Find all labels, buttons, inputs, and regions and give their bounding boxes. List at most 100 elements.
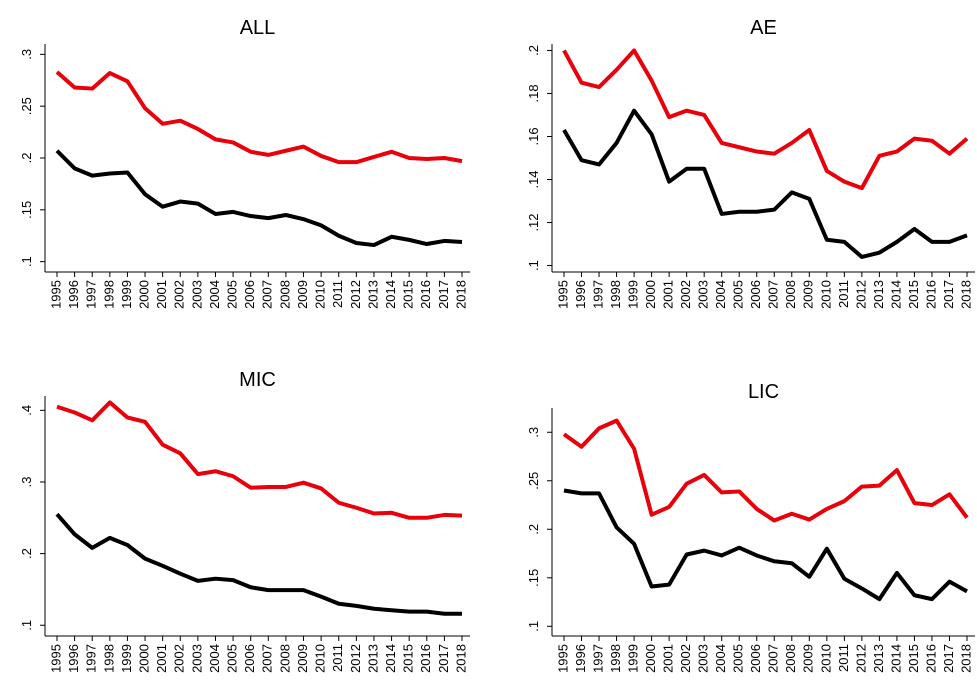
x-tick-label: 2007	[766, 644, 781, 673]
x-tick-label: 2012	[348, 644, 363, 673]
x-tick-label: 2013	[871, 280, 886, 309]
x-tick-label: 2008	[277, 644, 292, 673]
x-tick-label: 2005	[731, 280, 746, 309]
y-tick-label: .25	[19, 97, 34, 115]
x-tick-label: 1998	[608, 644, 623, 673]
x-tick-label: 2014	[888, 644, 903, 673]
panel-title: ALL	[240, 17, 276, 39]
x-tick-label: 2016	[418, 280, 433, 309]
x-tick-label: 2008	[783, 280, 798, 309]
x-tick-label: 2001	[661, 644, 676, 673]
y-tick-label: .1	[19, 256, 34, 267]
y-tick-label: .18	[526, 84, 541, 102]
x-tick-label: 1995	[48, 280, 63, 309]
panel-title: AE	[750, 17, 777, 39]
x-tick-label: 2006	[748, 644, 763, 673]
x-tick-label: 2006	[242, 280, 257, 309]
x-tick-label: 2011	[836, 644, 851, 672]
x-tick-label: 2004	[713, 280, 728, 309]
x-tick-label: 2013	[365, 644, 380, 673]
series-line	[55, 512, 462, 616]
y-tick-label: .2	[526, 45, 541, 56]
x-tick-label: 2009	[295, 280, 310, 309]
x-tick-label: 1995	[555, 280, 570, 309]
x-tick-label: 2009	[801, 280, 816, 309]
y-tick-label: .1	[526, 621, 541, 632]
y-tick-label: .3	[19, 49, 34, 60]
x-tick-label: 1997	[590, 280, 605, 309]
x-tick-label: 2010	[313, 644, 328, 673]
y-tick-label: .2	[526, 524, 541, 535]
x-tick-label: 2015	[906, 644, 921, 673]
x-tick-label: 1998	[101, 644, 116, 673]
x-tick-label: 2014	[888, 280, 903, 309]
x-tick-label: 2013	[365, 280, 380, 309]
x-tick-label: 2004	[207, 280, 222, 309]
x-tick-label: 1995	[48, 644, 63, 673]
series-line	[55, 149, 463, 248]
series-line	[562, 418, 969, 523]
x-tick-label: 2012	[853, 644, 868, 673]
x-tick-label: 1996	[573, 280, 588, 309]
y-tick-label: .25	[526, 472, 541, 490]
x-tick-label: 2018	[958, 644, 973, 673]
series-line	[562, 48, 969, 191]
x-tick-label: 2010	[818, 280, 833, 309]
x-tick-label: 1998	[608, 280, 623, 309]
x-tick-label: 2001	[154, 644, 169, 673]
x-tick-label: 1999	[626, 644, 641, 673]
x-tick-label: 2005	[225, 280, 240, 309]
x-tick-label: 2018	[958, 280, 973, 309]
x-tick-label: 2017	[941, 280, 956, 309]
x-tick-label: 2000	[643, 280, 658, 309]
x-tick-label: 2002	[678, 280, 693, 309]
series-line	[563, 488, 968, 602]
x-tick-label: 2017	[941, 644, 956, 673]
x-tick-label: 1999	[626, 280, 641, 309]
y-tick-label: .3	[526, 427, 541, 438]
y-tick-label: .15	[526, 569, 541, 587]
x-tick-label: 1998	[101, 280, 116, 309]
x-tick-label: 2016	[418, 644, 433, 673]
x-tick-label: 2015	[401, 280, 416, 309]
x-tick-label: 2009	[295, 644, 310, 673]
x-tick-label: 2011	[330, 644, 345, 672]
x-tick-label: 1996	[573, 644, 588, 673]
x-tick-label: 2003	[189, 644, 204, 673]
x-tick-label: 1997	[590, 644, 605, 673]
y-tick-label: .16	[526, 127, 541, 145]
y-tick-label: .2	[19, 548, 34, 559]
x-tick-label: 2006	[748, 280, 763, 309]
x-tick-label: 1996	[66, 280, 81, 309]
x-tick-label: 2003	[189, 280, 204, 309]
x-tick-label: 2008	[783, 644, 798, 673]
x-tick-label: 2014	[383, 644, 398, 673]
x-tick-label: 2003	[696, 280, 711, 309]
x-tick-label: 2011	[330, 280, 345, 308]
x-tick-label: 2007	[766, 280, 781, 309]
panel-title: LIC	[748, 381, 779, 403]
x-tick-label: 2013	[871, 644, 886, 673]
x-tick-label: 2001	[154, 280, 169, 309]
x-tick-label: 2004	[207, 644, 222, 673]
x-tick-label: 2015	[401, 644, 416, 673]
x-tick-label: 2010	[818, 644, 833, 673]
y-tick-label: .1	[526, 260, 541, 271]
x-tick-label: 2004	[713, 644, 728, 673]
series-line	[562, 108, 968, 259]
x-tick-label: 1999	[119, 280, 134, 309]
x-tick-label: 2012	[348, 280, 363, 309]
x-tick-label: 2007	[260, 644, 275, 673]
x-tick-label: 1996	[66, 644, 81, 673]
x-tick-label: 2001	[661, 280, 676, 309]
x-tick-label: 2017	[436, 280, 451, 309]
x-tick-label: 2008	[277, 280, 292, 309]
x-tick-label: 2000	[643, 644, 658, 673]
x-tick-label: 2015	[906, 280, 921, 309]
y-tick-label: .1	[19, 620, 34, 631]
x-tick-label: 2005	[731, 644, 746, 673]
